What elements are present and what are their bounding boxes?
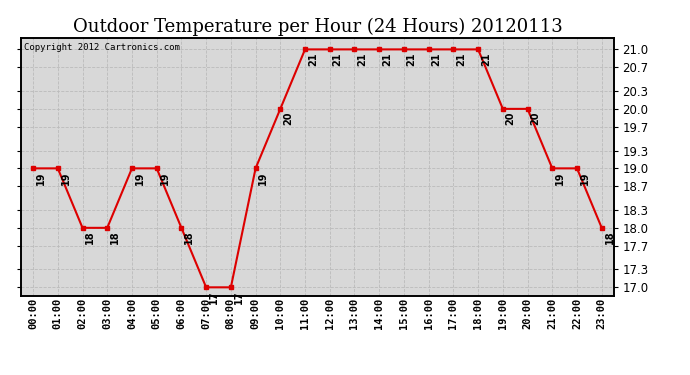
- Text: 20: 20: [506, 112, 515, 125]
- Text: 18: 18: [86, 231, 95, 244]
- Text: 19: 19: [135, 171, 145, 184]
- Text: 18: 18: [110, 231, 120, 244]
- Text: 19: 19: [159, 171, 170, 184]
- Text: 21: 21: [308, 52, 318, 66]
- Title: Outdoor Temperature per Hour (24 Hours) 20120113: Outdoor Temperature per Hour (24 Hours) …: [72, 18, 562, 36]
- Text: 21: 21: [382, 52, 392, 66]
- Text: 20: 20: [283, 112, 293, 125]
- Text: 17: 17: [209, 290, 219, 304]
- Text: Copyright 2012 Cartronics.com: Copyright 2012 Cartronics.com: [23, 43, 179, 52]
- Text: 21: 21: [456, 52, 466, 66]
- Text: 18: 18: [184, 231, 194, 244]
- Text: 21: 21: [406, 52, 417, 66]
- Text: 20: 20: [531, 112, 540, 125]
- Text: 21: 21: [431, 52, 442, 66]
- Text: 21: 21: [333, 52, 342, 66]
- Text: 19: 19: [555, 171, 565, 184]
- Text: 17: 17: [234, 290, 244, 304]
- Text: 19: 19: [61, 171, 70, 184]
- Text: 19: 19: [36, 171, 46, 184]
- Text: 19: 19: [258, 171, 268, 184]
- Text: 21: 21: [481, 52, 491, 66]
- Text: 19: 19: [580, 171, 590, 184]
- Text: 21: 21: [357, 52, 367, 66]
- Text: 18: 18: [604, 231, 615, 244]
